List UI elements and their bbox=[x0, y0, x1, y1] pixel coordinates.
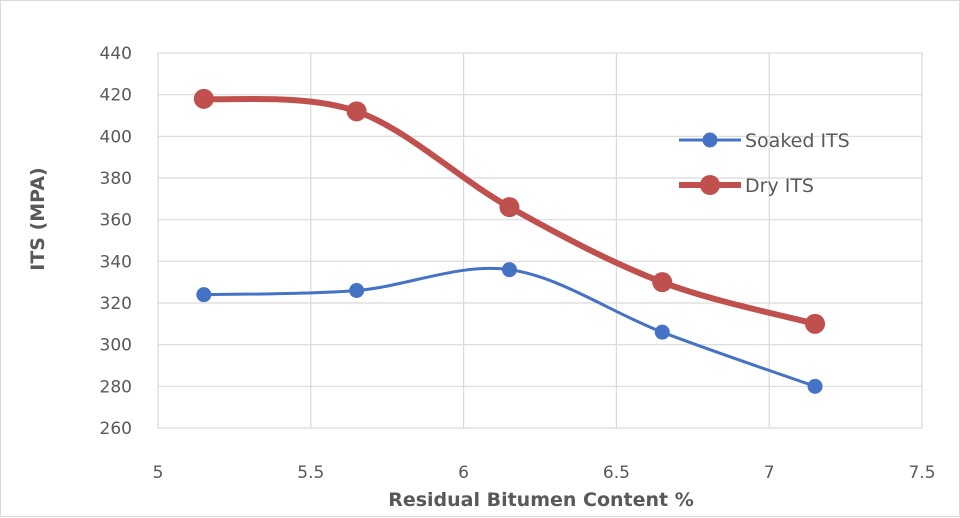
legend-item: Dry ITS bbox=[679, 175, 814, 197]
y-tick-label: 320 bbox=[100, 294, 132, 314]
y-tick-label: 280 bbox=[100, 377, 132, 397]
series-dry-its bbox=[193, 88, 826, 334]
data-point bbox=[654, 324, 670, 340]
y-tick-labels: 260 280 300 320 340 360 380 400 420 440 bbox=[100, 44, 132, 439]
x-tick-label: 6 bbox=[458, 463, 469, 483]
data-point bbox=[499, 197, 520, 218]
y-tick-label: 400 bbox=[100, 127, 132, 147]
series-soaked-its bbox=[196, 262, 823, 394]
data-point bbox=[807, 378, 823, 394]
legend-marker bbox=[700, 175, 720, 195]
x-tick-label: 5 bbox=[153, 463, 164, 483]
y-axis-title: ITS (MPA) bbox=[27, 167, 49, 271]
data-point bbox=[805, 313, 826, 334]
legend: Soaked ITS Dry ITS bbox=[679, 130, 850, 197]
x-tick-label: 7.5 bbox=[908, 463, 935, 483]
y-tick-label: 260 bbox=[100, 419, 132, 439]
data-point bbox=[346, 101, 367, 122]
data-point bbox=[501, 262, 517, 278]
gridlines bbox=[157, 52, 923, 429]
data-point bbox=[193, 88, 214, 109]
series-layer bbox=[193, 88, 826, 394]
x-tick-label: 7 bbox=[764, 463, 775, 483]
legend-marker bbox=[702, 132, 718, 148]
data-point bbox=[652, 272, 673, 293]
x-tick-label: 6.5 bbox=[603, 463, 630, 483]
data-point bbox=[196, 287, 212, 303]
x-tick-label: 5.5 bbox=[297, 463, 324, 483]
data-point bbox=[349, 283, 365, 298]
y-tick-label: 420 bbox=[100, 86, 132, 106]
x-axis-title: Residual Bitumen Content % bbox=[388, 489, 694, 511]
legend-label: Dry ITS bbox=[745, 175, 814, 197]
y-tick-label: 360 bbox=[100, 211, 132, 231]
y-tick-label: 380 bbox=[100, 169, 132, 189]
y-tick-label: 440 bbox=[100, 44, 132, 64]
legend-label: Soaked ITS bbox=[745, 130, 850, 152]
y-tick-label: 300 bbox=[100, 336, 132, 356]
series-line bbox=[202, 266, 817, 388]
x-tick-labels: 5 5.5 6 6.5 7 7.5 bbox=[153, 463, 936, 483]
y-tick-label: 340 bbox=[100, 252, 132, 272]
legend-item: Soaked ITS bbox=[679, 130, 850, 152]
